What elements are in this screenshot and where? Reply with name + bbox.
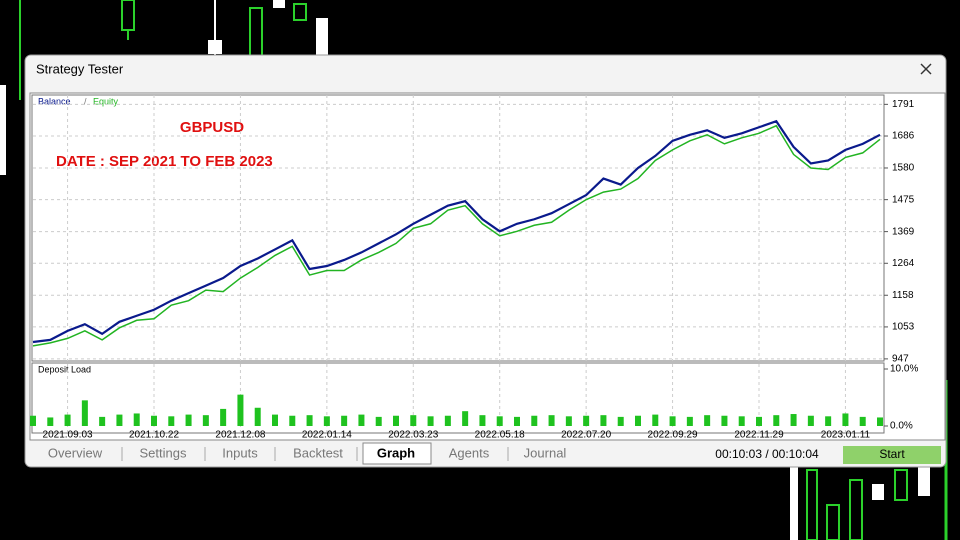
- bar: [81, 400, 88, 426]
- y-tick-label: 1791: [892, 99, 915, 110]
- bar: [289, 415, 296, 426]
- bar: [479, 415, 486, 426]
- bar: [375, 416, 382, 426]
- bar: [254, 407, 261, 426]
- bar: [635, 415, 641, 426]
- bar: [756, 416, 762, 426]
- x-tick-label: 2022.09.29: [648, 430, 698, 441]
- annotation: GBPUSD: [180, 119, 244, 136]
- bar: [220, 408, 227, 426]
- bar: [116, 414, 123, 426]
- y-tick-label: 1369: [892, 226, 915, 237]
- x-tick-label: 2022.03.23: [388, 430, 438, 441]
- bar: [168, 416, 175, 426]
- start-label[interactable]: Start: [879, 447, 905, 461]
- y-tick-label: 1580: [892, 163, 915, 174]
- y-tick-label: 0.0%: [890, 421, 913, 432]
- bar: [393, 415, 399, 426]
- bar: [306, 415, 313, 426]
- bar: [133, 413, 140, 426]
- close-button[interactable]: [920, 63, 932, 75]
- bar: [565, 416, 572, 426]
- bar: [30, 415, 36, 426]
- x-tick-label: 2021.10.22: [129, 430, 179, 441]
- bar: [323, 416, 330, 426]
- bar: [237, 394, 244, 426]
- bar: [807, 415, 814, 426]
- bar: [272, 414, 278, 426]
- bar: [617, 416, 624, 426]
- deposit-title: Deposit Load: [38, 364, 91, 374]
- bar: [358, 414, 365, 426]
- bar: [669, 416, 676, 426]
- bar: [790, 414, 797, 426]
- tab-bar: [121, 442, 509, 465]
- bar: [427, 416, 434, 426]
- tab[interactable]: Inputs: [222, 445, 258, 460]
- tab[interactable]: Journal: [524, 445, 567, 460]
- y-tick-label: 1264: [892, 258, 915, 269]
- bar: [842, 413, 849, 426]
- elapsed-time: 00:10:03 / 00:10:04: [715, 447, 819, 461]
- x-tick-label: 2022.07.20: [561, 430, 611, 441]
- tab[interactable]: Settings: [140, 445, 187, 460]
- bar: [652, 414, 659, 426]
- bar: [462, 411, 469, 426]
- bar: [514, 416, 520, 426]
- annotation: DATE : SEP 2021 TO FEB 2023: [56, 153, 273, 170]
- y-tick-label: 10.0%: [890, 364, 918, 375]
- tab[interactable]: Agents: [449, 445, 490, 460]
- start-button[interactable]: [843, 446, 941, 464]
- x-tick-label: 2022.01.14: [302, 430, 352, 441]
- series-line: [32, 124, 881, 347]
- legend-equity: Equity: [93, 96, 119, 106]
- window-title: Strategy Tester: [36, 61, 124, 76]
- series-line: [32, 119, 881, 344]
- bar: [47, 417, 54, 426]
- y-tick-label: 1158: [892, 290, 914, 301]
- bar: [548, 415, 555, 426]
- bar: [185, 414, 192, 426]
- tab[interactable]: Overview: [48, 445, 103, 460]
- x-tick-label: 2021.09.03: [43, 430, 93, 441]
- y-tick-label: 1686: [892, 131, 915, 142]
- y-tick-label: 1053: [892, 322, 915, 333]
- main-plot: [31, 94, 885, 362]
- bar: [721, 415, 728, 426]
- bar: [64, 414, 71, 426]
- y-tick-label: 1475: [892, 194, 915, 205]
- y-tick-label: 947: [892, 354, 909, 365]
- bar: [600, 415, 607, 426]
- x-tick-label: 2023.01.11: [821, 430, 871, 441]
- bar: [410, 415, 417, 426]
- legend-separator: /: [84, 96, 87, 106]
- bar: [859, 416, 866, 426]
- bar: [531, 415, 538, 426]
- bar: [877, 417, 883, 426]
- x-tick-label: 2022.11.29: [734, 430, 784, 441]
- x-tick-label: 2022.05.18: [475, 430, 525, 441]
- tab[interactable]: Graph: [377, 445, 415, 460]
- tab[interactable]: Backtest: [293, 445, 343, 460]
- bar: [202, 415, 209, 426]
- bar: [825, 416, 832, 426]
- bar: [773, 415, 780, 426]
- bar: [496, 416, 503, 426]
- bar: [151, 415, 157, 426]
- bar: [686, 416, 693, 426]
- legend-balance: Balance: [38, 96, 71, 106]
- bar: [704, 415, 711, 426]
- bar: [341, 415, 348, 426]
- bar: [444, 415, 451, 426]
- bar: [583, 415, 590, 426]
- bar: [738, 416, 745, 426]
- x-tick-label: 2021.12.08: [215, 430, 265, 441]
- bar: [99, 416, 106, 426]
